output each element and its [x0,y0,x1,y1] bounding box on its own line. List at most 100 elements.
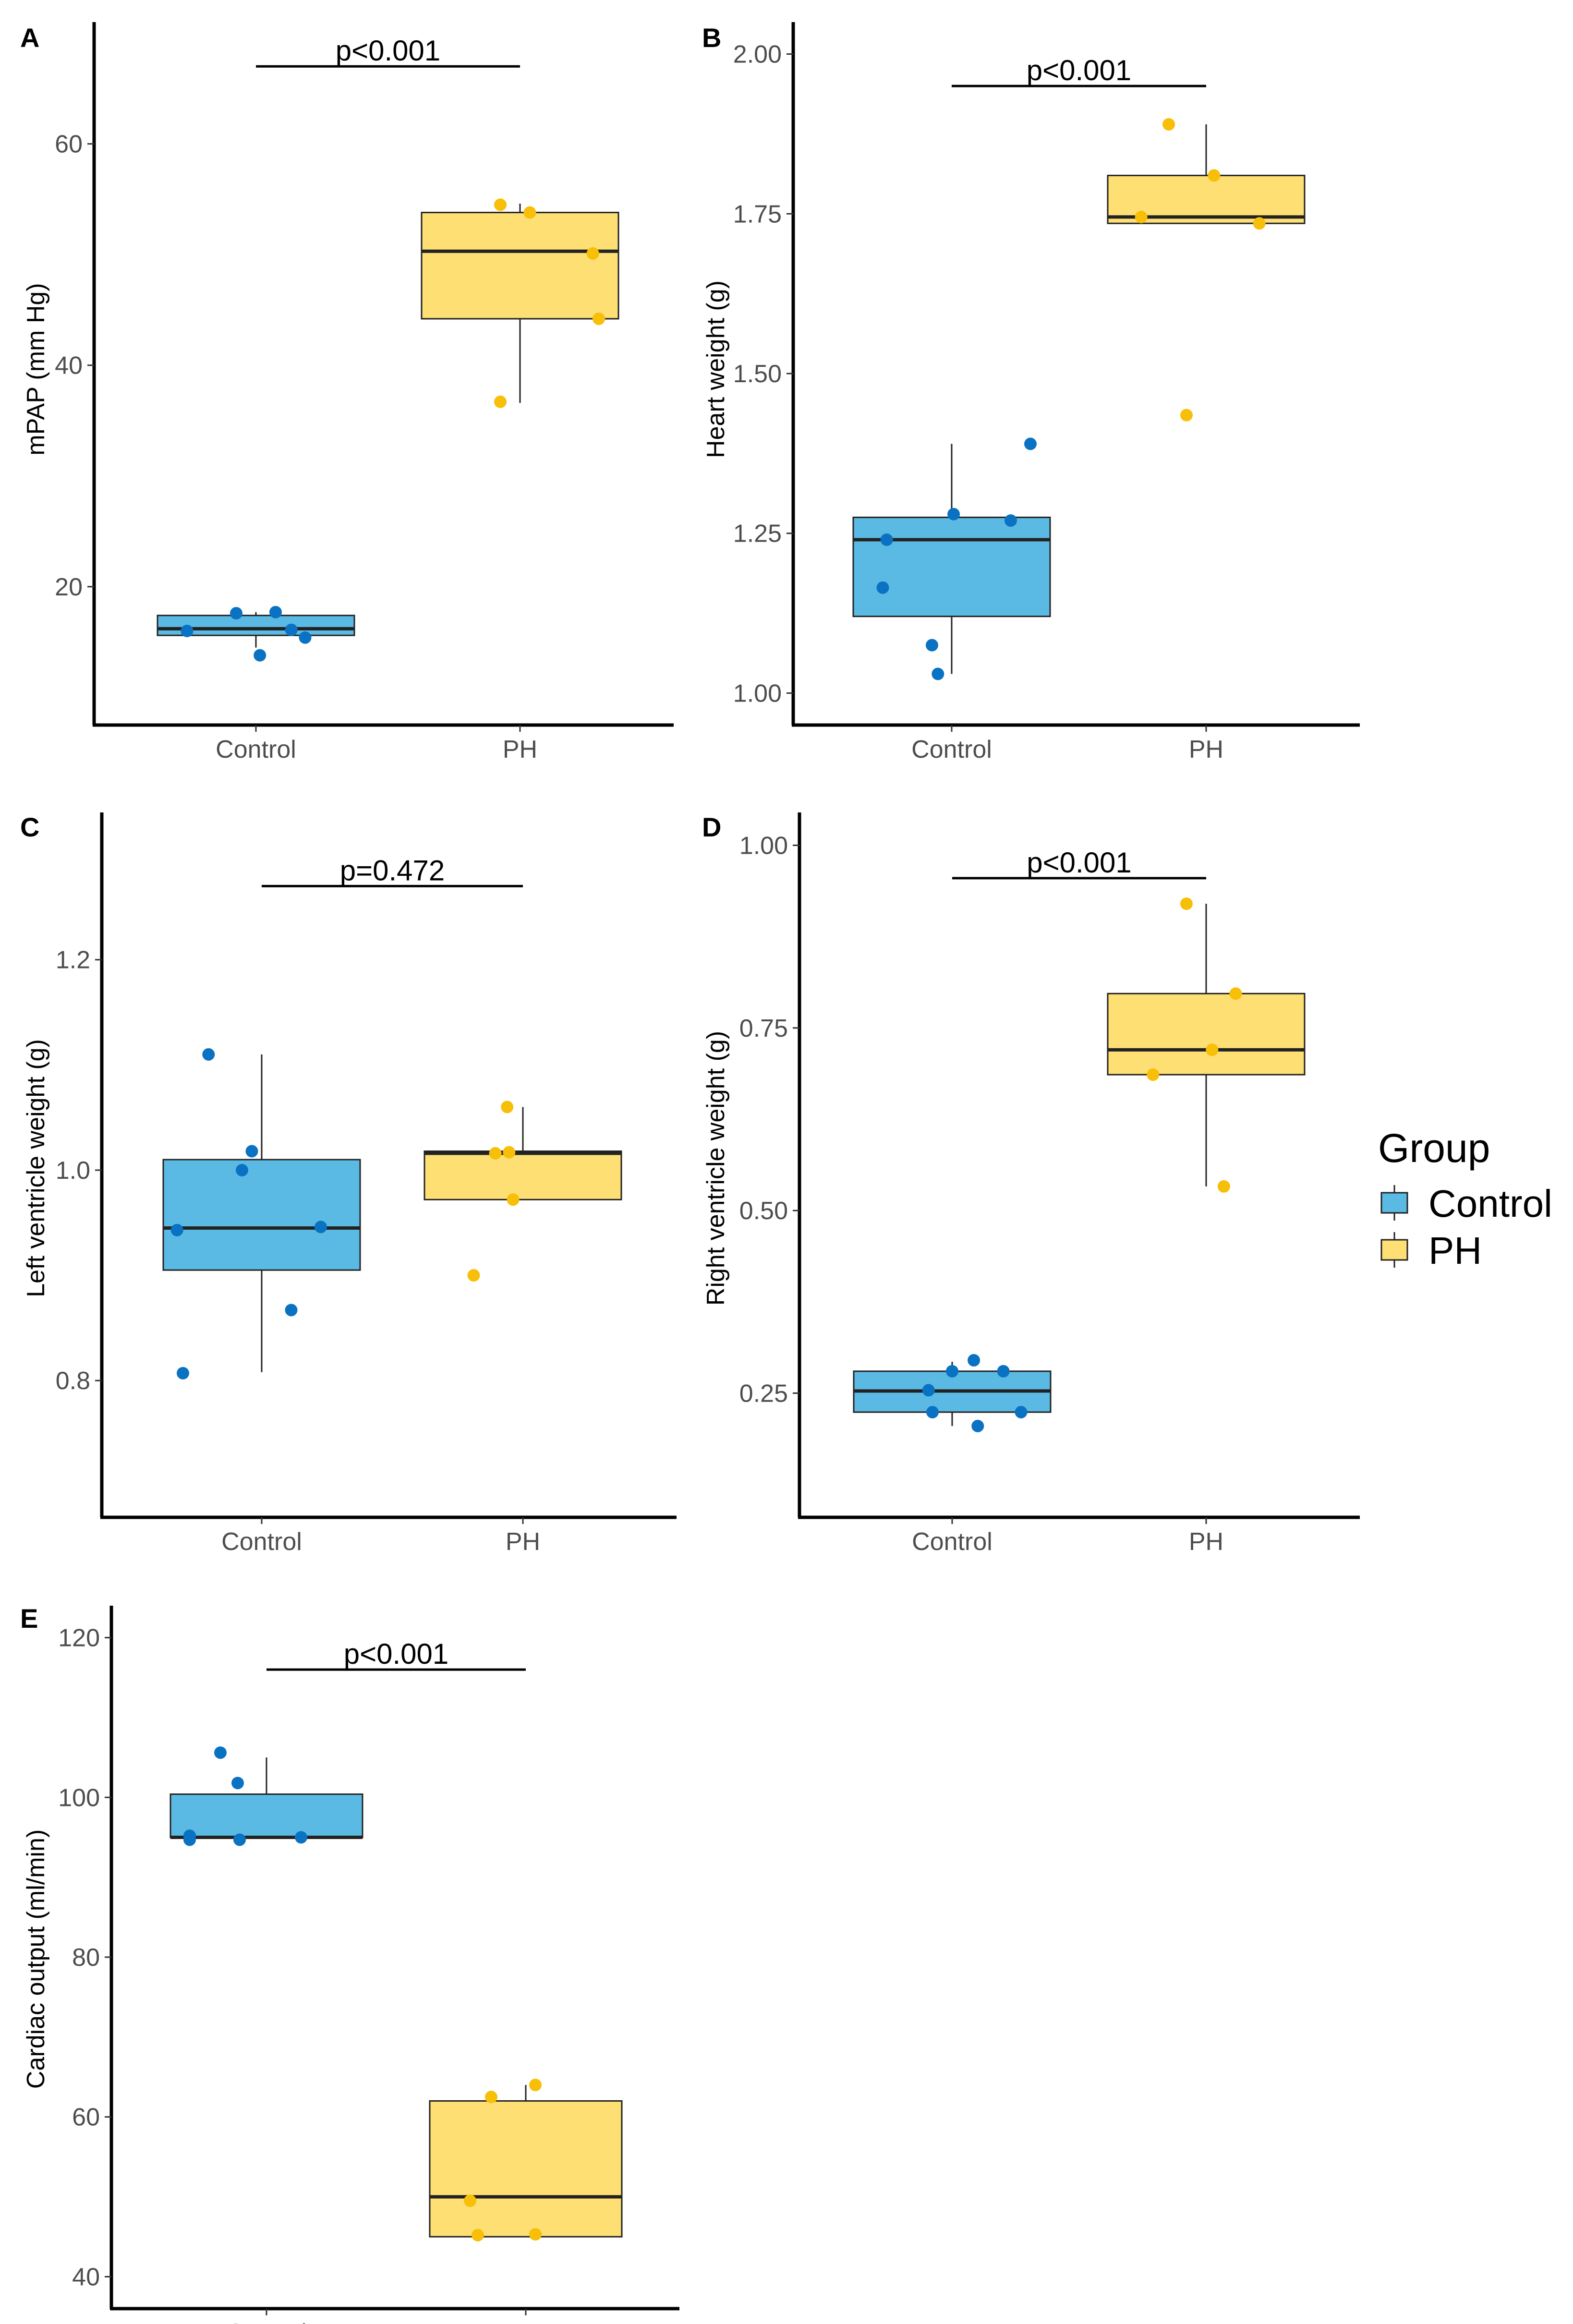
panel-d-ph-point-1 [1147,1068,1160,1081]
legend-key-control [1380,1185,1408,1221]
panel-b-pvalue: p<0.001 [1027,54,1132,86]
panel-e-pvalue: p<0.001 [344,1638,449,1670]
panel-e-control-point-4 [233,1833,246,1846]
panel-b-control-box [852,516,1051,617]
panel-a-ph-point-3 [586,247,599,260]
panel-a-control-point-0 [181,625,194,638]
panel-c: C Left ventricle weight (g) p=0.472 Cont… [20,812,677,1556]
legend-label-ph: PH [1428,1229,1482,1272]
panel-b-ph-point-2 [1208,169,1221,182]
panel-d-pvalue: p<0.001 [1027,847,1132,879]
panel-c-control-point-5 [285,1304,298,1317]
panel-e-letter: E [20,1603,38,1634]
panel-a-control-point-2 [254,649,266,662]
panel-b-ytick-0: 1.00 [733,679,782,707]
panel-d-control-point-1 [926,1405,939,1418]
panel-e: E Cardiac output (ml/min) p<0.001 Contro… [20,1603,679,2324]
panel-d-control-point-0 [922,1384,935,1397]
panel-d-ph-point-2 [1206,1043,1219,1056]
panel-d-control-point-2 [946,1365,958,1378]
panel-c-ph-point-3 [503,1146,516,1159]
panel-e-ph-point-1 [464,2194,476,2207]
panel-c-control-point-1 [177,1367,189,1380]
panel-b-control-point-5 [1004,514,1017,527]
panel-a-ylabel: mPAP (mm Hg) [22,283,50,455]
panel-b-control-point-0 [880,533,893,546]
panel-c-plot [95,812,677,1524]
panel-e-control-point-1 [183,1833,196,1846]
panel-c-control-box [162,1159,361,1271]
panel-b: B Heart weight (g) p<0.001 Control PH 1.… [702,22,1360,763]
panel-e-xtick-control: Control [226,2319,307,2324]
panel-c-control-point-4 [245,1145,258,1158]
panel-e-ph-point-3 [529,2079,542,2092]
panel-d-xtick-control: Control [912,1528,992,1556]
panel-d-ytick-3: 1.00 [739,832,788,859]
panel-d-ytick-2: 0.75 [739,1015,788,1042]
panel-b-ph-point-0 [1162,118,1175,131]
panel-d-control-point-6 [1015,1405,1028,1418]
panel-b-control-point-3 [932,667,944,680]
legend-key-ph [1380,1232,1408,1268]
panel-e-ph-point-2 [472,2228,484,2241]
panel-c-letter: C [20,812,39,842]
panel-c-ytick-0: 0.8 [56,1367,90,1395]
panel-c-ytick-1: 1.0 [56,1157,90,1185]
panel-c-ph-point-2 [501,1101,514,1114]
panel-e-control-box [169,1793,363,1838]
panel-a-pvalue: p<0.001 [336,35,441,67]
panel-a-xtick-ph: PH [503,736,537,763]
panel-e-plot [105,1606,679,2315]
panel-d-ph-box [1107,993,1306,1076]
panel-d-ytick-0: 0.25 [739,1380,788,1407]
panel-a-plot [87,22,674,732]
panel-c-control-point-0 [170,1223,183,1236]
panel-e-ylabel: Cardiac output (ml/min) [22,1829,50,2089]
panel-e-ph-point-4 [529,2228,542,2241]
panel-c-ytick-2: 1.2 [56,946,90,974]
panel-e-ytick-2: 80 [72,1944,100,1972]
panel-e-ytick-4: 120 [58,1624,100,1652]
panel-a-ytick-1: 40 [55,352,83,380]
panel-b-ytick-2: 1.50 [733,360,782,388]
panel-d-control-point-5 [997,1365,1010,1378]
panel-a-ph-point-2 [523,206,536,219]
panel-e-ytick-0: 40 [72,2263,100,2291]
panel-d: D Right ventricle weight (g) p<0.001 Con… [702,812,1360,1556]
panel-d-ylabel: Right ventricle weight (g) [702,1031,730,1306]
legend: Group Control PH [1378,1126,1552,1272]
panel-e-control-point-5 [295,1831,307,1844]
panel-e-ytick-1: 60 [72,2104,100,2131]
panel-d-plot [793,812,1360,1524]
panel-a-control-point-5 [299,631,312,644]
panel-d-ytick-1: 0.50 [739,1197,788,1225]
panel-c-xtick-control: Control [221,1528,302,1556]
panel-e-ph-box [429,2100,623,2238]
panel-e-ytick-3: 100 [58,1784,100,1812]
panel-c-ph-point-4 [507,1193,520,1206]
panel-c-ph-point-0 [467,1269,480,1282]
panel-a-control-point-4 [285,623,298,636]
panel-c-pvalue: p=0.472 [340,854,445,886]
panel-d-control-point-4 [971,1419,984,1432]
panel-d-ph-point-4 [1217,1180,1230,1193]
panel-a-ph-point-1 [494,395,507,408]
panel-c-ph-box [424,1150,622,1200]
panel-a-ph-point-0 [494,198,507,211]
panel-c-xtick-ph: PH [506,1528,540,1556]
panel-b-plot [786,22,1360,732]
panel-b-ytick-3: 1.75 [733,200,782,228]
panel-d-letter: D [702,812,721,842]
panel-b-ph-point-1 [1135,210,1148,223]
legend-swatch-ph [1380,1239,1408,1261]
panel-b-control-point-6 [1024,437,1037,450]
panel-b-xtick-control: Control [911,736,992,763]
panel-d-ph-point-3 [1229,987,1242,1000]
panel-b-ylabel: Heart weight (g) [702,280,730,458]
panel-a-ph-box [421,212,619,320]
panel-c-ph-point-1 [489,1147,502,1160]
panel-e-ph-point-0 [485,2091,497,2104]
panel-b-control-point-4 [947,508,960,520]
panel-c-control-point-6 [315,1221,327,1234]
panel-a-control-point-1 [230,607,242,620]
